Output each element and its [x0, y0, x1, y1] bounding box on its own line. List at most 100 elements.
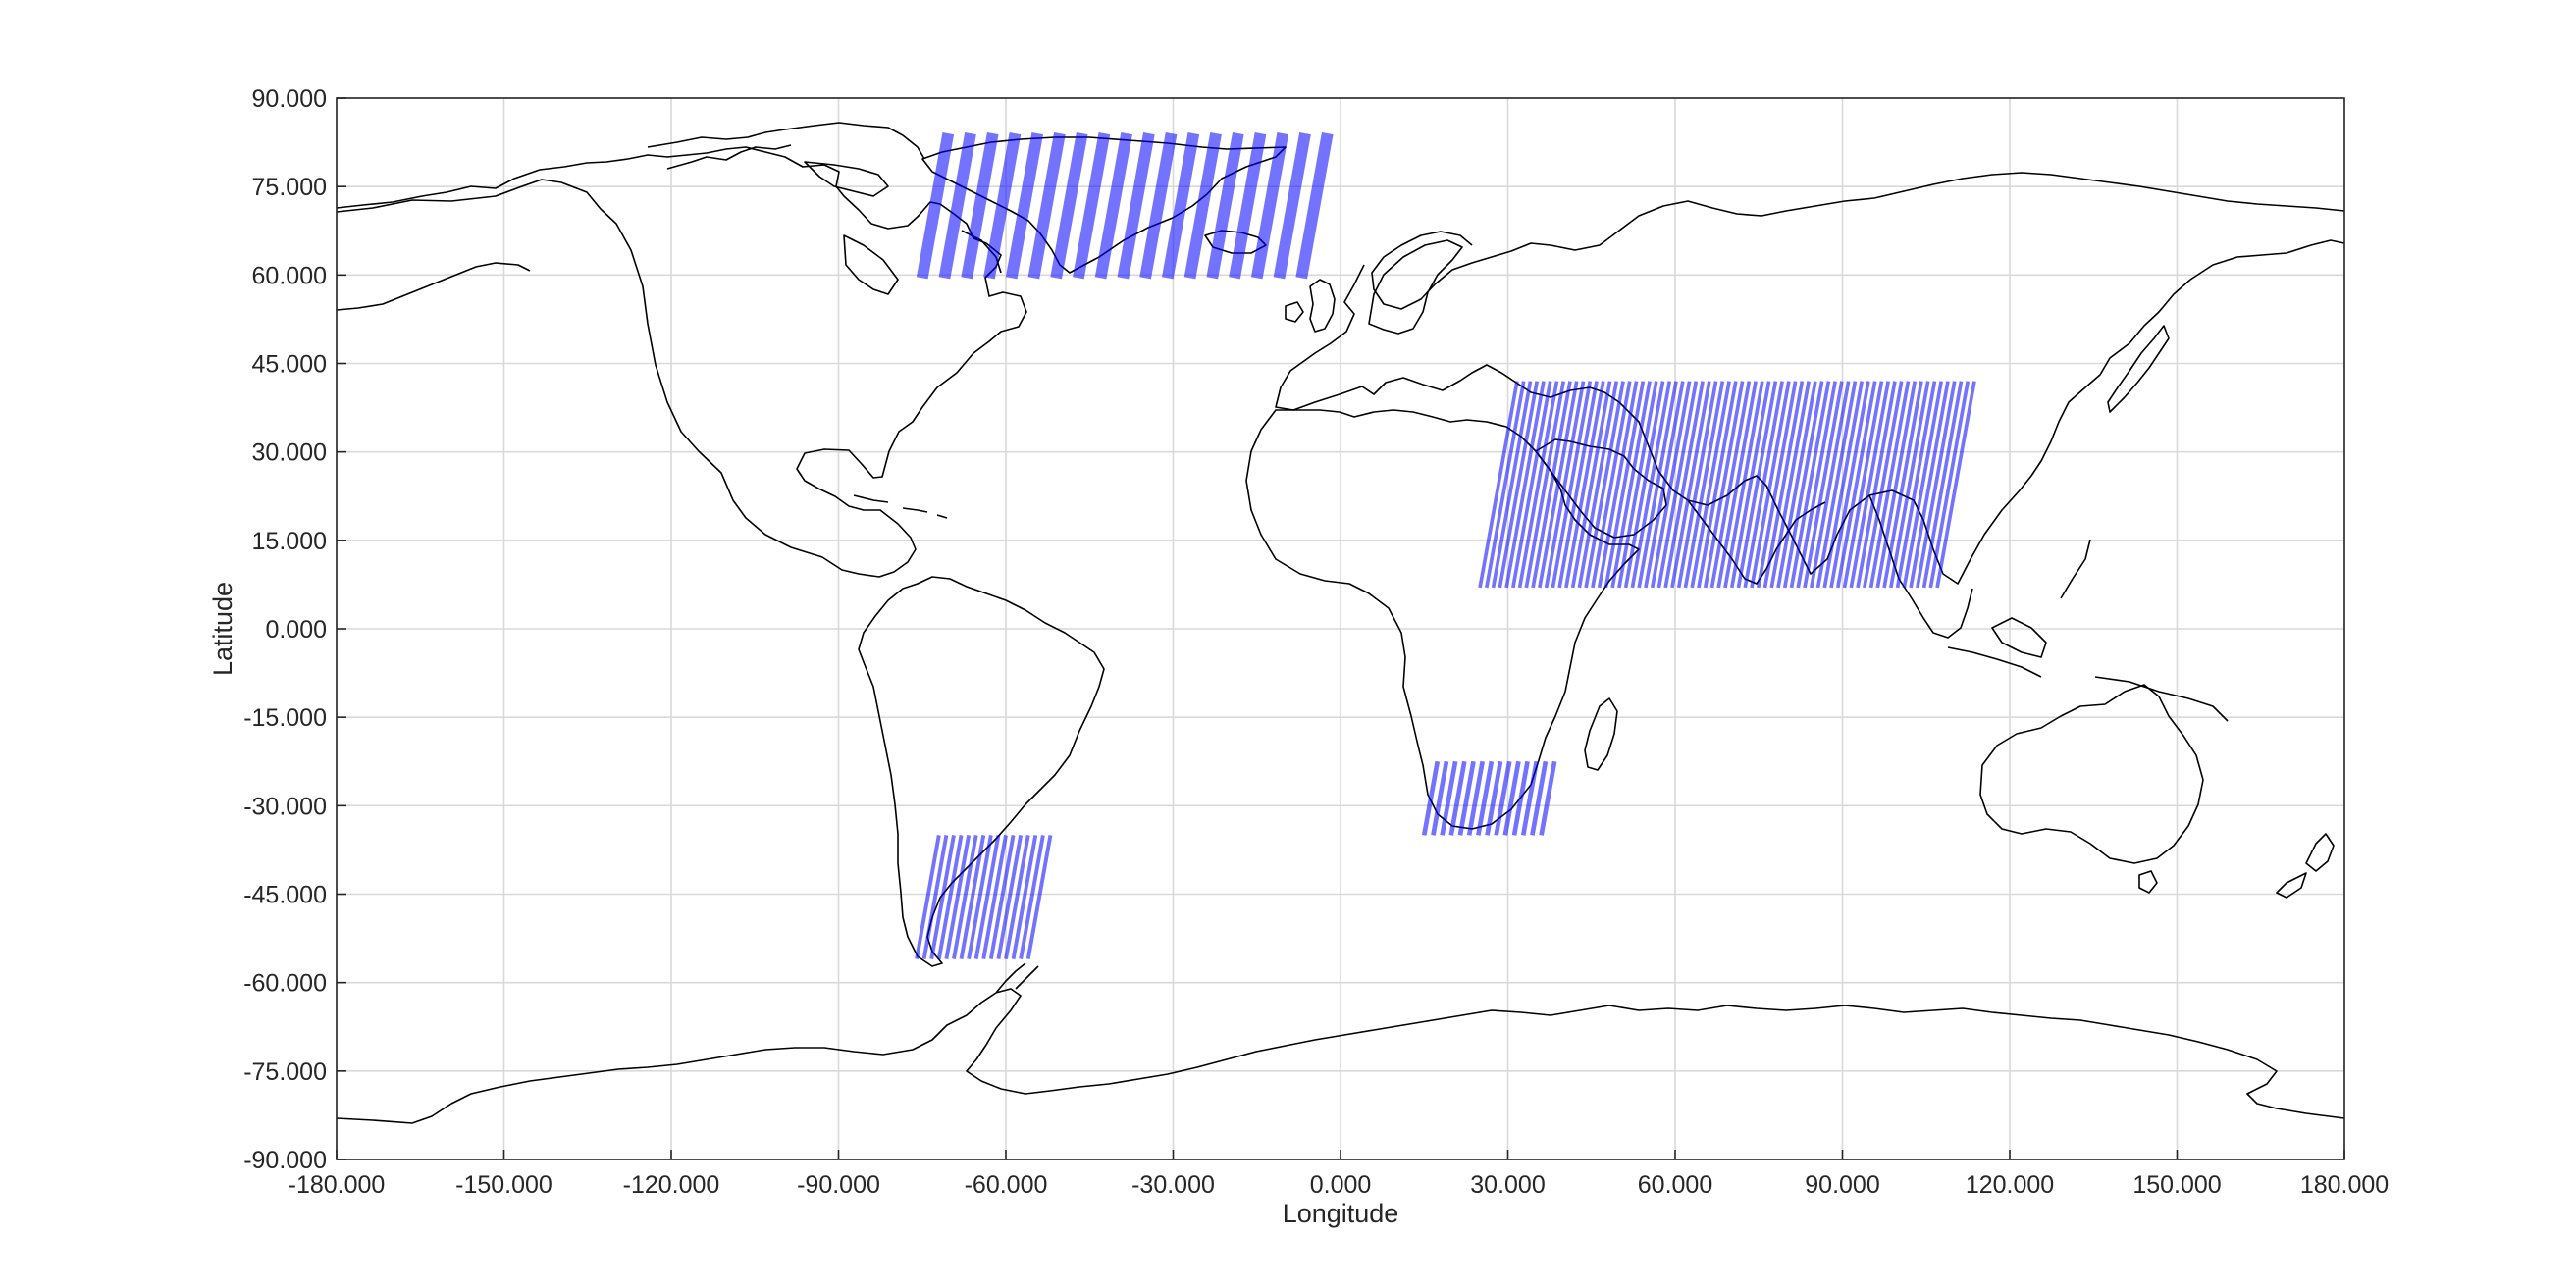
swath-track: [1011, 835, 1038, 959]
swath-track: [1928, 381, 1971, 589]
swath-track: [1709, 381, 1752, 589]
x-tick-label: 120.000: [1966, 1171, 2054, 1199]
swath-track: [1162, 132, 1200, 280]
coast-scandinavia: [1368, 239, 1463, 335]
swath-track: [1025, 835, 1053, 959]
swath-track: [1577, 381, 1619, 589]
swath-track: [1670, 381, 1711, 589]
swath-track: [1656, 381, 1699, 589]
swath-region: [915, 835, 1053, 959]
swath-tracks: [915, 132, 1976, 959]
swath-track: [1557, 381, 1599, 589]
swath-track: [1644, 381, 1685, 589]
swath-track: [1683, 381, 1725, 589]
swath-track: [1863, 381, 1904, 589]
x-tick-label: -60.000: [965, 1171, 1048, 1199]
swath-track: [1809, 381, 1851, 589]
swath-track: [1743, 381, 1784, 589]
swath-track: [1005, 132, 1044, 280]
swath-track: [1183, 132, 1222, 280]
coast-greenland: [921, 136, 1287, 274]
swath-track: [1603, 381, 1646, 589]
swath-track: [1229, 132, 1267, 280]
swath-track: [1849, 381, 1890, 589]
swath-track: [1697, 381, 1738, 589]
swath-track: [1610, 381, 1652, 589]
x-tick-label: 0.000: [1310, 1171, 1372, 1199]
swath-track: [1117, 132, 1155, 280]
swath-track: [1431, 760, 1449, 836]
swath-track: [1027, 132, 1066, 280]
swath-track: [1769, 381, 1811, 589]
swath-track: [1921, 381, 1964, 589]
swath-track: [1004, 835, 1030, 959]
y-axis-label: Latitude: [208, 582, 237, 676]
coast-north-america: [336, 146, 1027, 578]
swath-track: [1597, 381, 1639, 589]
swath-region: [916, 132, 1334, 280]
x-tick-label: -90.000: [797, 1171, 880, 1199]
coast-southeast-asia: [1868, 494, 2229, 722]
swath-track: [1485, 760, 1503, 836]
swath-track: [1531, 381, 1572, 589]
swath-track: [973, 835, 1001, 959]
y-tick-label: 30.000: [252, 439, 327, 467]
y-tick-label: 0.000: [265, 616, 327, 644]
swath-track: [938, 132, 976, 280]
y-axis-ticks: 90.000 75.000 60.000 45.000 30.000 15.000 0.00…: [243, 85, 346, 1174]
coast-south-america: [858, 576, 1105, 967]
swath-track: [1520, 760, 1540, 836]
swath-track: [981, 835, 1008, 959]
swath-track: [1584, 381, 1625, 589]
swath-track: [1723, 381, 1764, 589]
swath-track: [1836, 381, 1877, 589]
y-tick-label: 15.000: [252, 528, 327, 555]
coast-australia: [1979, 684, 2204, 864]
swath-track: [1889, 381, 1930, 589]
x-axis-label: Longitude: [1283, 1199, 1399, 1228]
x-tick-label: 60.000: [1638, 1171, 1712, 1199]
swath-track: [1466, 760, 1485, 836]
y-tick-label: 45.000: [252, 351, 327, 379]
swath-track: [1822, 381, 1864, 589]
swath-track: [1530, 760, 1549, 836]
swath-track: [1591, 381, 1632, 589]
coast-eurasia: [1275, 172, 2345, 585]
swath-track: [1829, 381, 1870, 589]
swath-track: [1909, 381, 1950, 589]
swath-track: [936, 835, 964, 959]
swath-track: [1504, 381, 1546, 589]
swath-track: [988, 835, 1016, 959]
x-tick-label: 30.000: [1470, 1171, 1545, 1199]
swath-track: [1676, 381, 1718, 589]
swath-track: [1637, 381, 1678, 589]
swath-track: [1511, 760, 1530, 836]
x-tick-label: -180.000: [289, 1171, 386, 1199]
swath-track: [967, 835, 993, 959]
swath-track: [1815, 381, 1858, 589]
swath-track: [1094, 132, 1132, 280]
swath-track: [1756, 381, 1798, 589]
coast-africa: [1245, 409, 1640, 830]
swath-track: [1551, 381, 1593, 589]
swath-region: [1478, 381, 1976, 589]
swath-track: [1538, 381, 1579, 589]
swath-track: [1517, 381, 1559, 589]
swath-track: [1073, 132, 1111, 280]
swath-track: [1206, 132, 1244, 280]
swath-track: [1762, 381, 1805, 589]
x-axis-ticks: -180.000 -150.000 -120.000 -90.000 -60.000 -3…: [289, 1150, 2389, 1199]
swath-track: [1856, 381, 1897, 589]
swath-track: [952, 835, 978, 959]
coast-tasmania: [2138, 870, 2158, 894]
swath-track: [1476, 760, 1495, 836]
x-tick-label: 180.000: [2300, 1171, 2389, 1199]
coast-arctic-islands: [647, 122, 1002, 295]
swath-track: [1750, 381, 1791, 589]
plot-area: [336, 97, 2345, 1160]
swath-track: [1421, 760, 1441, 836]
swath-track: [1796, 381, 1837, 589]
swath-track: [996, 835, 1024, 959]
swath-track: [1019, 835, 1045, 959]
